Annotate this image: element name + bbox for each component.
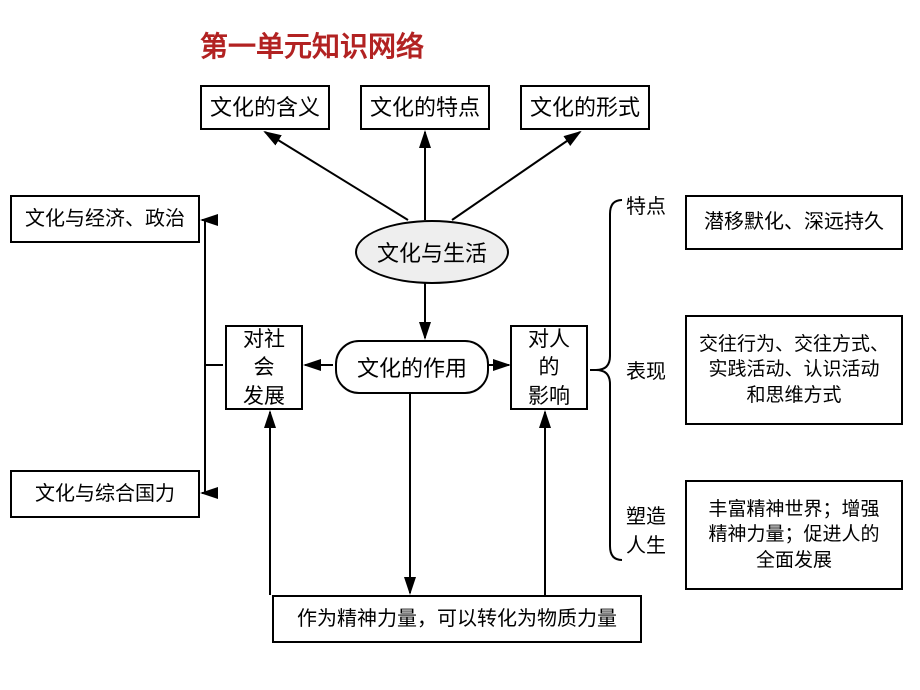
node-label: 文化的作用: [357, 351, 467, 383]
node-society: 对社会发展: [225, 325, 303, 410]
node-label: 交往行为、交往方式、实践活动、认识活动和思维方式: [699, 332, 889, 409]
node-item2: 交往行为、交往方式、实践活动、认识活动和思维方式: [685, 315, 903, 425]
node-meaning: 文化的含义: [200, 85, 330, 130]
label-expression: 表现: [626, 355, 666, 384]
node-label: 对人的影响: [518, 325, 580, 410]
node-bottom: 作为精神力量，可以转化为物质力量: [272, 595, 642, 643]
node-label: 作为精神力量，可以转化为物质力量: [297, 606, 617, 633]
node-item1: 潜移默化、深远持久: [685, 195, 903, 250]
node-econpol: 文化与经济、政治: [10, 195, 200, 243]
node-label: 文化的特点: [370, 93, 480, 123]
node-personal: 对人的影响: [510, 325, 588, 410]
label-features: 特点: [626, 190, 666, 219]
node-forms: 文化的形式: [520, 85, 650, 130]
node-label: 文化的形式: [530, 93, 640, 123]
node-label: 文化与生活: [377, 236, 487, 268]
node-label: 文化与综合国力: [35, 481, 175, 508]
node-label: 文化与经济、政治: [25, 206, 185, 233]
label-life: 塑造人生: [626, 500, 666, 558]
node-item3: 丰富精神世界；增强精神力量；促进人的全面发展: [685, 480, 903, 590]
node-features: 文化的特点: [360, 85, 490, 130]
node-role: 文化的作用: [335, 340, 489, 394]
node-center: 文化与生活: [355, 220, 509, 284]
node-label: 潜移默化、深远持久: [704, 209, 884, 236]
page-title: 第一单元知识网络: [200, 25, 424, 65]
node-natpower: 文化与综合国力: [10, 470, 200, 518]
node-label: 对社会发展: [233, 325, 295, 410]
node-label: 文化的含义: [210, 93, 320, 123]
node-label: 丰富精神世界；增强精神力量；促进人的全面发展: [708, 497, 879, 574]
